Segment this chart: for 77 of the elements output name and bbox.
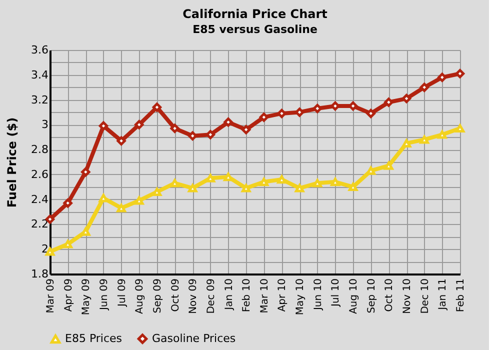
point: [241, 125, 251, 134]
point: [81, 167, 90, 177]
point: [134, 120, 144, 130]
y-axis-title: Fuel Price ($): [5, 117, 20, 208]
y-tick-label: 2: [42, 242, 48, 256]
point: [98, 121, 108, 131]
point: [402, 139, 412, 148]
x-tick-label: Feb 10: [242, 278, 253, 312]
x-tick-label: Nov 10: [402, 278, 414, 314]
point: [63, 240, 72, 248]
legend-label: E85 Prices: [65, 332, 122, 346]
x-tick-label: Oct 10: [384, 278, 396, 312]
point: [312, 104, 322, 114]
point: [134, 196, 144, 205]
x-tick-label: Mar 09: [46, 278, 56, 314]
x-tick-label: Dec 09: [206, 278, 217, 314]
point: [438, 130, 447, 139]
y-tick-label: 2.4: [31, 192, 48, 206]
point: [259, 178, 269, 186]
x-tick-label: Jan 11: [438, 278, 449, 311]
point: [170, 124, 180, 134]
point: [224, 118, 233, 127]
point: [98, 194, 108, 202]
x-tick-label: May 09: [81, 278, 92, 316]
point: [330, 178, 340, 186]
x-tick-label: Aug 10: [348, 278, 360, 314]
x-tick-label: Aug 09: [134, 278, 146, 314]
point: [348, 182, 358, 192]
point: [420, 135, 429, 144]
point: [455, 124, 465, 133]
legend-label: Gasoline Prices: [152, 332, 236, 345]
point: [152, 188, 162, 196]
point: [420, 82, 429, 92]
y-tick-label: 3: [42, 118, 48, 132]
point: [384, 98, 394, 107]
point: [366, 108, 376, 118]
x-tick-label: Apr 10: [277, 278, 288, 312]
point: [402, 94, 412, 104]
point: [277, 175, 286, 184]
x-tick-label: Jun 09: [98, 278, 110, 312]
point: [455, 69, 465, 78]
x-tick-label: Jul 09: [116, 278, 128, 308]
x-tick-label: Mar 10: [259, 278, 270, 314]
y-tick-label: 2.8: [31, 143, 48, 156]
x-tick-label: Dec 10: [420, 278, 431, 314]
x-tick-label: Oct 09: [170, 278, 182, 312]
x-tick-label: Feb 11: [456, 278, 466, 312]
point: [330, 101, 340, 111]
x-tick-label: Jun 10: [312, 278, 324, 312]
y-tick-label: 3.2: [31, 93, 48, 106]
point: [63, 198, 72, 208]
point: [152, 102, 162, 112]
point: [259, 112, 269, 122]
x-tick-label: May 10: [295, 278, 306, 316]
y-tick-label: 3.6: [31, 44, 48, 56]
point: [277, 108, 286, 118]
chart-title: California Price Chart: [182, 7, 328, 21]
chart-subtitle: E85 versus Gasoline: [192, 23, 318, 36]
point: [116, 136, 126, 146]
point: [294, 184, 304, 192]
point: [241, 184, 251, 192]
x-tick-label: Jul 10: [330, 278, 342, 308]
x-tick-label: Nov 09: [188, 278, 200, 314]
y-tick-label: 3.4: [31, 68, 48, 82]
point: [206, 130, 216, 140]
point: [294, 108, 304, 117]
point: [438, 72, 447, 82]
point: [116, 204, 126, 212]
y-tick-label: 2.6: [31, 168, 48, 181]
x-tick-label: Jan 10: [224, 278, 235, 311]
y-tick-label: 1.8: [31, 268, 48, 280]
point: [188, 184, 198, 192]
x-tick-label: Apr 09: [63, 278, 74, 312]
x-tick-label: Sep 09: [152, 278, 164, 314]
x-tick-label: Sep 10: [366, 278, 378, 314]
point: [206, 174, 216, 182]
y-tick-label: 2.2: [31, 218, 48, 231]
